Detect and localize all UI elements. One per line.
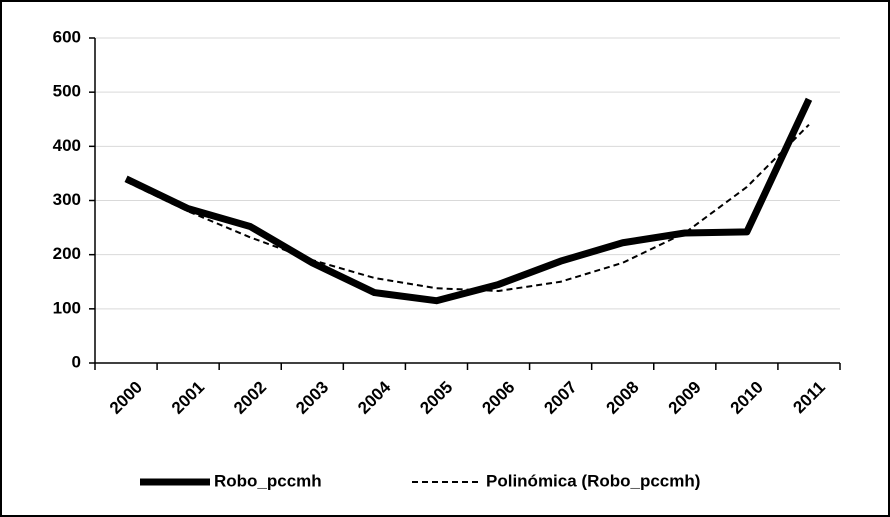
legend-label: Polinómica (Robo_pccmh) [486, 471, 700, 490]
y-tick-label: 600 [53, 27, 81, 46]
series-line [124, 97, 813, 305]
y-tick-label: 100 [53, 298, 81, 317]
y-tick-label: 200 [53, 244, 81, 263]
y-tick-label: 0 [72, 352, 81, 371]
y-tick-label: 400 [53, 136, 81, 155]
legend-label: Robo_pccmh [214, 471, 322, 490]
y-tick-label: 500 [53, 82, 81, 101]
series-line [125, 123, 810, 292]
y-tick-label: 300 [53, 190, 81, 209]
